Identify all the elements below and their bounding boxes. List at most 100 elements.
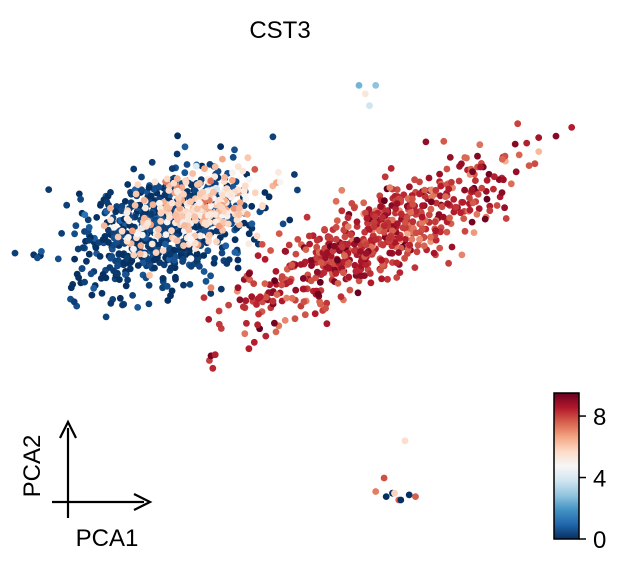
scatter-point <box>272 328 280 336</box>
scatter-point <box>200 252 208 259</box>
scatter-point <box>419 225 426 233</box>
scatter-point <box>475 205 483 213</box>
scatter-point <box>71 230 78 238</box>
scatter-point <box>234 264 242 272</box>
scatter-point <box>130 165 138 173</box>
scatter-point <box>70 298 78 306</box>
scatter-point <box>136 250 144 258</box>
scatter-point <box>254 252 262 259</box>
scatter-points <box>11 82 576 504</box>
scatter-point <box>259 202 266 209</box>
scatter-point <box>341 233 349 241</box>
scatter-point <box>338 243 346 251</box>
scatter-point <box>275 168 282 176</box>
scatter-point <box>99 271 107 278</box>
scatter-point <box>341 252 348 259</box>
scatter-point <box>269 297 277 305</box>
scatter-point <box>146 271 153 279</box>
scatter-point <box>448 243 456 251</box>
scatter-point <box>235 211 243 219</box>
scatter-point <box>124 181 132 188</box>
scatter-point <box>211 255 219 262</box>
scatter-point <box>251 166 259 173</box>
scatter-point <box>498 189 506 197</box>
scatter-point <box>321 226 328 233</box>
scatter-point <box>322 304 329 312</box>
scatter-point <box>445 259 452 267</box>
scatter-point <box>71 255 78 263</box>
scatter-point <box>166 251 174 258</box>
scatter-point <box>107 299 115 307</box>
scatter-point <box>106 264 114 271</box>
scatter-point <box>324 249 331 256</box>
scatter-point <box>173 237 181 245</box>
scatter-point <box>151 178 159 186</box>
scatter-point <box>466 194 473 202</box>
scatter-point <box>483 177 491 184</box>
scatter-point <box>401 437 409 445</box>
scatter-point <box>219 155 226 163</box>
scatter-point <box>360 199 368 207</box>
scatter-point <box>81 211 89 219</box>
scatter-point <box>134 181 142 189</box>
scatter-point <box>261 189 269 196</box>
scatter-point <box>427 233 434 241</box>
scatter-point <box>159 247 167 255</box>
scatter-point <box>291 171 298 178</box>
scatter-point <box>54 255 62 263</box>
scatter-point <box>379 241 387 249</box>
scatter-point <box>175 200 182 208</box>
scatter-point <box>397 496 405 504</box>
scatter-point <box>77 195 84 203</box>
scatter-point <box>211 173 219 181</box>
scatter-point <box>367 279 375 287</box>
scatter-point <box>75 190 83 198</box>
scatter-point <box>250 280 258 287</box>
scatter-point <box>150 256 158 264</box>
scatter-point <box>380 222 388 230</box>
scatter-point <box>107 204 114 212</box>
scatter-point <box>403 214 411 222</box>
scatter-point <box>344 241 351 248</box>
scatter-point <box>215 320 223 328</box>
scatter-point <box>201 227 209 234</box>
scatter-point <box>241 330 249 338</box>
scatter-point <box>221 174 229 181</box>
scatter-point <box>173 150 181 158</box>
scatter-point <box>205 238 213 245</box>
scatter-point <box>105 239 112 246</box>
scatter-point <box>187 235 195 243</box>
scatter-point <box>122 271 129 278</box>
scatter-point <box>275 230 283 238</box>
scatter-point <box>387 165 395 172</box>
scatter-point <box>210 188 217 196</box>
scatter-point <box>248 293 256 301</box>
scatter-point <box>207 177 215 185</box>
scatter-point <box>122 282 130 290</box>
scatter-point <box>468 218 476 226</box>
scatter-point <box>291 315 299 323</box>
scatter-point <box>568 124 576 131</box>
scatter-point <box>305 232 313 240</box>
scatter-point <box>323 299 331 307</box>
scatter-point <box>392 205 399 213</box>
scatter-point <box>222 242 230 250</box>
scatter-point <box>181 222 189 229</box>
scatter-point <box>288 294 296 302</box>
scatter-point <box>148 158 156 166</box>
scatter-point <box>162 240 169 248</box>
scatter-point <box>398 210 405 218</box>
scatter-point <box>436 244 444 252</box>
scatter-point <box>145 281 153 289</box>
scatter-point <box>88 291 96 299</box>
scatter-point <box>396 234 403 242</box>
scatter-point <box>155 232 162 239</box>
scatter-point <box>75 274 82 281</box>
scatter-point <box>34 254 41 262</box>
scatter-point <box>196 232 204 240</box>
scatter-point <box>245 270 253 278</box>
scatter-point <box>113 203 121 210</box>
scatter-point <box>110 224 118 231</box>
scatter-point <box>181 143 189 151</box>
scatter-point <box>255 310 262 318</box>
